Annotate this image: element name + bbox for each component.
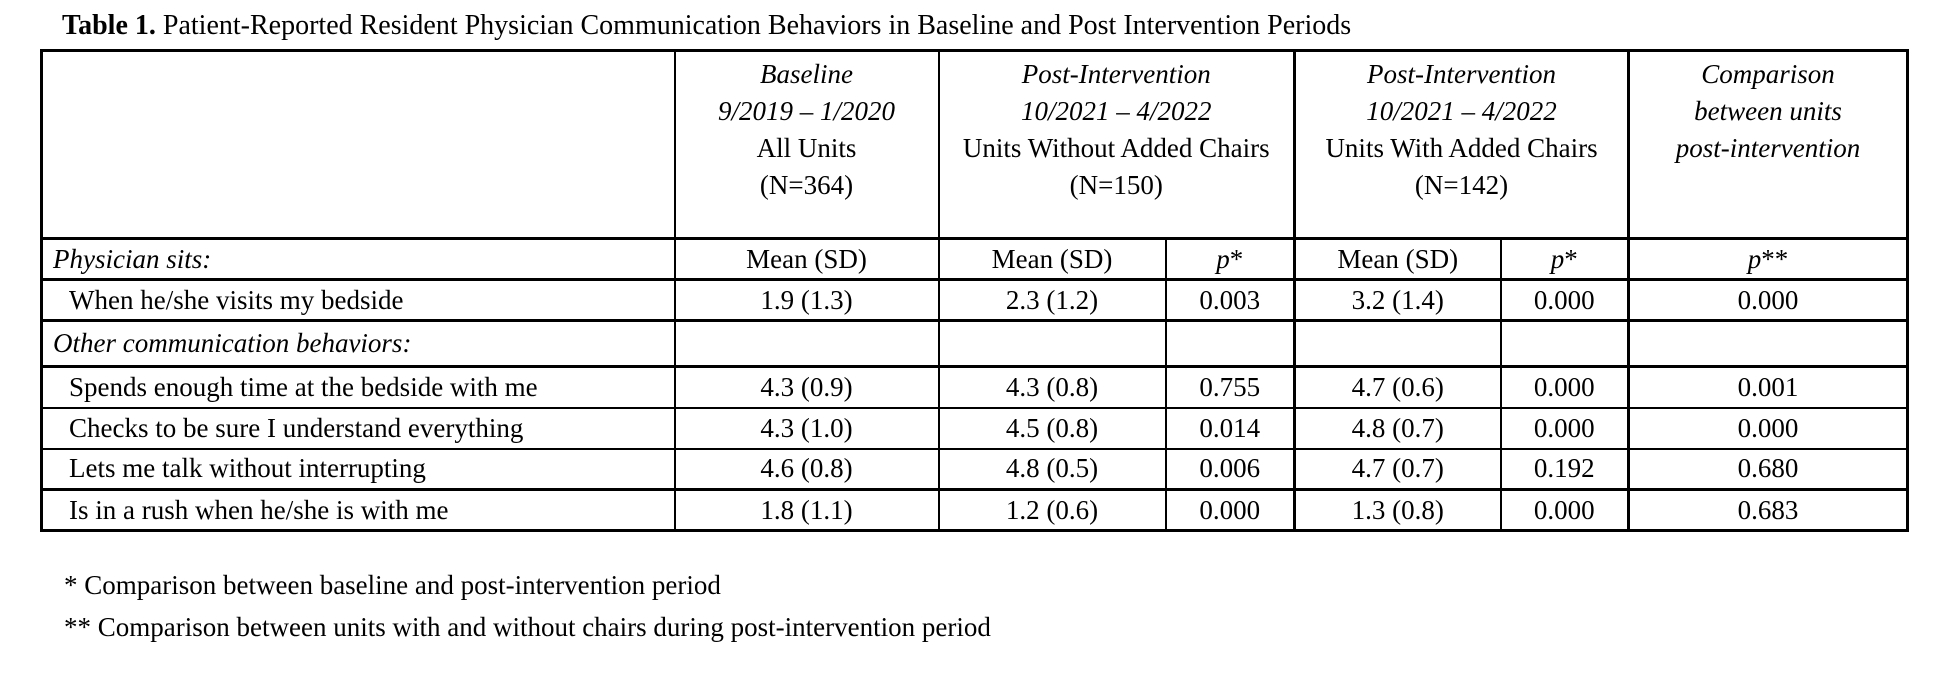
cell-with-chairs-p: 0.192 xyxy=(1499,447,1630,491)
cell-no-chairs-mean: 2.3 (1.2) xyxy=(937,278,1167,322)
cell-empty xyxy=(1293,319,1502,368)
cell-with-chairs-p: 0.000 xyxy=(1499,406,1630,450)
cell-no-chairs-p: 0.003 xyxy=(1164,278,1296,322)
cell-baseline-mean: 1.8 (1.1) xyxy=(673,488,940,532)
cell-with-chairs-mean: 1.3 (0.8) xyxy=(1293,488,1502,532)
cell-empty xyxy=(1627,319,1909,368)
cell-with-chairs-p: 0.000 xyxy=(1499,365,1630,409)
cell-no-chairs-mean: 4.5 (0.8) xyxy=(937,406,1167,450)
header-post-intervention-no-chairs: Post-Intervention 10/2021 – 4/2022 Units… xyxy=(937,49,1296,240)
subheader-mean-sd: Mean (SD) xyxy=(673,237,940,281)
section-label-other-behaviors: Other communication behaviors: xyxy=(40,319,676,368)
subheader-mean-sd: Mean (SD) xyxy=(937,237,1167,281)
header-empty-cell xyxy=(40,49,676,240)
cell-with-chairs-p: 0.000 xyxy=(1499,488,1630,532)
table-row-spends-time: Spends enough time at the bedside with m… xyxy=(40,365,1909,409)
cell-no-chairs-p: 0.000 xyxy=(1164,488,1296,532)
cell-comparison-p: 0.000 xyxy=(1627,406,1909,450)
cell-with-chairs-mean: 4.7 (0.6) xyxy=(1293,365,1502,409)
cell-empty xyxy=(937,319,1167,368)
cell-baseline-mean: 1.9 (1.3) xyxy=(673,278,940,322)
cell-with-chairs-mean: 4.8 (0.7) xyxy=(1293,406,1502,450)
footnote-double-star: ** Comparison between units with and wit… xyxy=(64,612,991,642)
cell-no-chairs-p: 0.755 xyxy=(1164,365,1296,409)
cell-no-chairs-p: 0.014 xyxy=(1164,406,1296,450)
header-baseline: Baseline 9/2019 – 1/2020 All Units (N=36… xyxy=(673,49,940,240)
table-row-checks-understanding: Checks to be sure I understand everythin… xyxy=(40,406,1909,450)
row-label: When he/she visits my bedside xyxy=(40,278,676,322)
table-row-in-a-rush: Is in a rush when he/she is with me 1.8 … xyxy=(40,488,1909,532)
table-title: Table 1. Patient-Reported Resident Physi… xyxy=(62,10,1934,42)
row-label: Lets me talk without interrupting xyxy=(40,447,676,491)
footnotes: * Comparison between baseline and post-i… xyxy=(64,564,1934,648)
cell-empty xyxy=(1499,319,1630,368)
subheader-p-double-star: p** xyxy=(1627,237,1909,281)
cell-with-chairs-p: 0.000 xyxy=(1499,278,1630,322)
subheader-mean-sd: Mean (SD) xyxy=(1293,237,1502,281)
footnote-single-star: * Comparison between baseline and post-i… xyxy=(64,570,721,600)
row-label: Spends enough time at the bedside with m… xyxy=(40,365,676,409)
section-row-other-behaviors: Other communication behaviors: xyxy=(40,319,1909,368)
cell-comparison-p: 0.680 xyxy=(1627,447,1909,491)
cell-no-chairs-mean: 1.2 (0.6) xyxy=(937,488,1167,532)
cell-baseline-mean: 4.6 (0.8) xyxy=(673,447,940,491)
cell-comparison-p: 0.001 xyxy=(1627,365,1909,409)
results-table: Baseline 9/2019 – 1/2020 All Units (N=36… xyxy=(40,49,1910,532)
header-row-groups: Baseline 9/2019 – 1/2020 All Units (N=36… xyxy=(40,49,1909,240)
header-post-intervention-with-chairs: Post-Intervention 10/2021 – 4/2022 Units… xyxy=(1293,49,1630,240)
cell-empty xyxy=(1164,319,1296,368)
cell-no-chairs-mean: 4.3 (0.8) xyxy=(937,365,1167,409)
cell-empty xyxy=(673,319,940,368)
table-title-text: Patient-Reported Resident Physician Comm… xyxy=(155,10,1352,41)
row-label: Checks to be sure I understand everythin… xyxy=(40,406,676,450)
row-label: Is in a rush when he/she is with me xyxy=(40,488,676,532)
subheader-p-star: p* xyxy=(1164,237,1296,281)
cell-no-chairs-p: 0.006 xyxy=(1164,447,1296,491)
section-label-physician-sits: Physician sits: xyxy=(40,237,676,281)
subheader-row: Physician sits: Mean (SD) Mean (SD) p* M… xyxy=(40,237,1909,281)
table-row-bedside: When he/she visits my bedside 1.9 (1.3) … xyxy=(40,278,1909,322)
header-comparison: Comparison between units post-interventi… xyxy=(1627,49,1909,240)
table-row-lets-me-talk: Lets me talk without interrupting 4.6 (0… xyxy=(40,447,1909,491)
cell-baseline-mean: 4.3 (0.9) xyxy=(673,365,940,409)
cell-no-chairs-mean: 4.8 (0.5) xyxy=(937,447,1167,491)
cell-baseline-mean: 4.3 (1.0) xyxy=(673,406,940,450)
cell-comparison-p: 0.683 xyxy=(1627,488,1909,532)
cell-with-chairs-mean: 4.7 (0.7) xyxy=(1293,447,1502,491)
subheader-p-star: p* xyxy=(1499,237,1630,281)
table-title-number: Table 1. xyxy=(62,10,156,41)
cell-comparison-p: 0.000 xyxy=(1627,278,1909,322)
cell-with-chairs-mean: 3.2 (1.4) xyxy=(1293,278,1502,322)
